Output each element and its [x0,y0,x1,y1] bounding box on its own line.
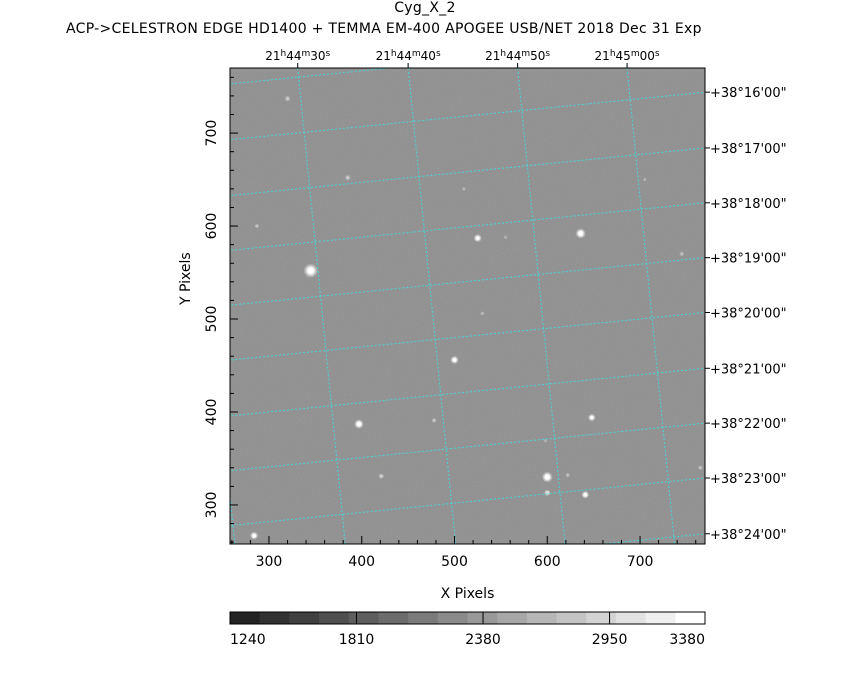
dec-tick-label-2: +38°18'00" [710,197,787,212]
star-core-7 [583,493,588,497]
ra-tick-label-3: 21h45m00s [595,49,660,63]
ra-grid-line-3 [517,68,566,544]
colorbar-tick-label-3: 2950 [592,632,628,648]
colorbar-segment-2 [289,612,320,624]
colorbar-tick-label-0: 1240 [230,632,266,648]
ra-grid-line-2 [407,68,457,544]
dec-grid-line-7 [230,477,705,527]
ra-tick-label-2: 21h44m50s [485,49,550,63]
colorbar-segment-0 [230,612,261,624]
x-tick-label-4: 700 [627,554,654,570]
colorbar-segment-7 [437,612,468,624]
colorbar-segment-15 [675,612,706,624]
dec-tick-label-5: +38°21'00" [710,362,787,377]
star-11 [431,417,437,423]
star-core-0 [307,267,314,274]
x-tick-label-1: 400 [348,554,375,570]
star-20 [503,235,508,240]
colorbar-tick-label-1: 1810 [339,632,375,648]
colorbar-segment-13 [615,612,647,624]
ra-tick-label-1: 21h44m40s [376,49,441,63]
star-19 [461,186,466,191]
dec-grid-line-2 [230,202,705,251]
star-core-3 [452,358,457,362]
colorbar: 1240 1810 2380 2950 3380 [229,611,706,648]
star-core-4 [356,421,362,427]
star-core-5 [590,415,594,420]
star-8 [544,489,551,497]
ra-grid-line-1 [297,68,346,544]
dec-tick-label-8: +38°24'00" [710,528,787,543]
ra-grid-line-4 [626,68,676,544]
dec-grid-line-4 [230,312,705,361]
colorbar-tick-label-2: 2380 [465,632,501,648]
colorbar-segment-1 [259,612,290,624]
star-18 [697,465,703,471]
y-axis-label: Y Pixels [178,252,194,305]
x-tick-label-0: 300 [256,554,283,570]
image-area [230,68,705,544]
dec-tick-label-3: +38°19'00" [710,252,787,267]
y-tick-label-2: 500 [204,306,220,333]
dec-grid-line-8 [597,533,705,544]
y-tick-label-4: 700 [204,120,220,147]
chart-title: Cyg_X_2 [394,0,456,16]
star-15 [254,223,260,229]
star-13 [344,174,351,181]
x-tick-label-2: 500 [441,554,468,570]
y-tick-label-1: 400 [204,399,220,426]
colorbar-segment-4 [348,612,379,624]
star-core-1 [578,231,583,236]
dec-grid-extra-2 [211,644,705,680]
colorbar-segment-10 [526,612,558,624]
star-14 [284,95,291,102]
colorbar-segment-12 [586,612,617,624]
x-tick-label-3: 600 [534,554,561,570]
colorbar-segment-6 [408,612,439,624]
y-tick-label-0: 300 [204,492,220,519]
dec-tick-label-0: +38°16'00" [710,86,787,101]
dec-tick-label-4: +38°20'00" [710,307,787,322]
dec-grid-line-1 [230,147,705,197]
dec-tick-label-6: +38°22'00" [710,417,787,432]
ra-tick-label-0: 21h44m30s [265,49,330,63]
dec-grid-line-5 [230,367,705,417]
star-21 [543,438,548,443]
colorbar-segment-3 [319,612,350,624]
dec-grid-line-0 [230,91,705,141]
star-17 [679,251,685,257]
x-axis-label: X Pixels [441,586,495,602]
y-tick-label-3: 600 [204,213,220,240]
plot-frame [229,67,706,545]
star-core-6 [544,474,550,480]
colorbar-tick-label-4: 3380 [669,632,705,648]
colorbar-segment-11 [556,612,587,624]
chart-subtitle: ACP->CELESTRON EDGE HD1400 + TEMMA EM-40… [66,21,702,37]
colorbar-segment-9 [497,612,528,624]
star-10 [378,473,385,480]
dec-grid-line-3 [230,257,705,306]
dec-grid-line-6 [230,422,705,472]
dec-tick-label-1: +38°17'00" [710,142,787,157]
star-core-2 [475,236,480,240]
star-22 [642,177,647,182]
dec-tick-label-7: +38°23'00" [710,472,787,487]
star-core-9 [252,533,256,538]
star-16 [480,311,485,316]
colorbar-segment-5 [378,612,409,624]
star-12 [565,472,571,478]
colorbar-segment-14 [645,612,676,624]
